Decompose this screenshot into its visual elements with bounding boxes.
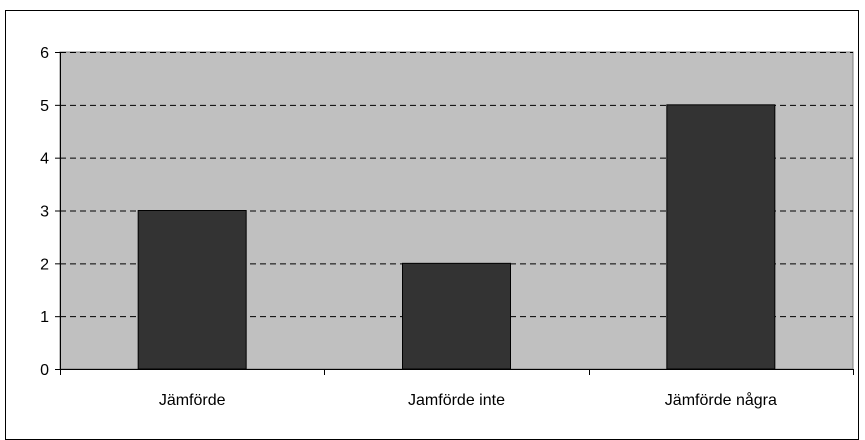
x-tick-label: Jämförde några — [665, 391, 777, 409]
y-tick-label: 3 — [40, 204, 49, 221]
tick-labels: 0 1 2 3 4 5 6 Jämförde Jamförde inte Jämförde någ… — [40, 45, 777, 409]
x-tick-label: Jamförde inte — [408, 392, 505, 409]
axes — [55, 52, 854, 375]
y-tick-label: 0 — [40, 362, 49, 379]
y-tick-label: 4 — [40, 151, 49, 168]
y-tick-label: 2 — [40, 256, 49, 273]
y-tick-label: 6 — [40, 45, 49, 62]
y-tick-label: 1 — [40, 309, 49, 326]
bar-0 — [137, 210, 247, 370]
y-tick-label: 5 — [40, 98, 49, 115]
x-tick-label: Jämförde — [159, 392, 226, 409]
bar-1 — [402, 262, 511, 370]
bars — [137, 104, 776, 370]
bar-2 — [666, 104, 776, 370]
